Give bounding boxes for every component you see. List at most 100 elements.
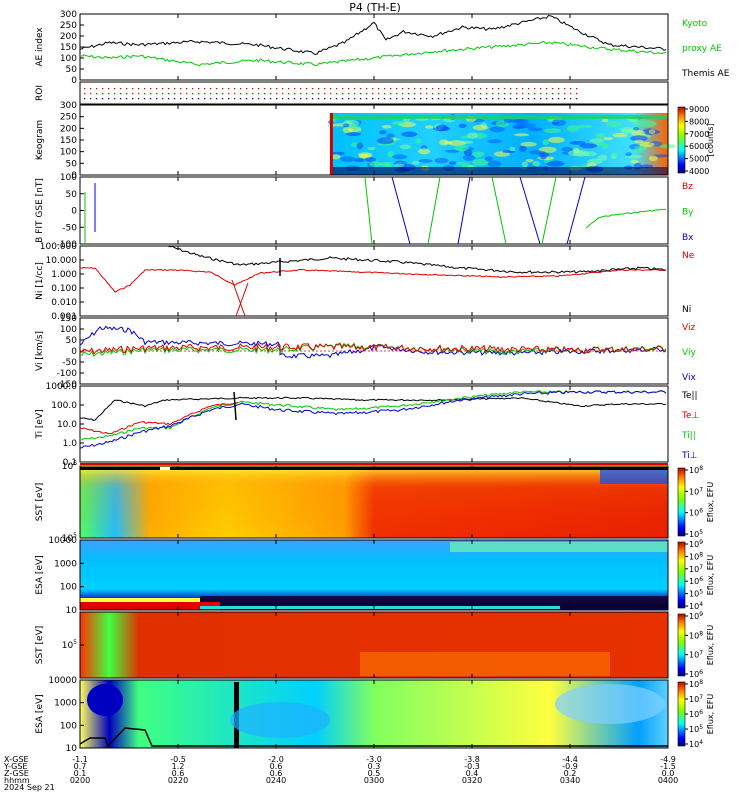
roi-dot — [486, 98, 488, 100]
roi-dot — [546, 88, 548, 90]
roi-dot — [372, 88, 374, 90]
roi-dot — [552, 88, 554, 90]
roi-dot — [126, 93, 128, 95]
footer-row-label: Y-GSE — [3, 762, 27, 771]
footer-value: 0.6 — [270, 762, 283, 771]
roi-dot — [294, 88, 296, 90]
keogram-patch — [532, 160, 540, 167]
panel-bfield: B FIT GSE [nT] -100 -50 0 50 100 Bz By Bx — [35, 173, 694, 250]
y-tick-label: 250 — [60, 21, 77, 31]
roi-dot — [474, 98, 476, 100]
roi-dot — [534, 98, 536, 100]
te-spike — [233, 391, 237, 421]
keogram-patch — [391, 121, 408, 126]
roi-dot — [294, 98, 296, 100]
roi-dot — [240, 98, 242, 100]
colorbar-label: Eflux, EFU — [706, 555, 715, 596]
roi-dot — [240, 93, 242, 95]
b-component-line — [391, 176, 411, 245]
colorbar-label: Eflux, EFU — [706, 625, 715, 666]
y-tick-label: 1.000 — [51, 270, 77, 280]
roi-dot — [468, 88, 470, 90]
keogram-patch — [587, 158, 603, 165]
y-tick-label: 10000 — [48, 536, 77, 546]
roi-dot — [180, 93, 182, 95]
y-tick-label: 150 — [60, 136, 77, 146]
roi-dot — [528, 88, 530, 90]
y-tick-label: 50 — [66, 65, 78, 75]
roi-dot — [168, 98, 170, 100]
roi-dot — [396, 93, 398, 95]
roi-dot — [300, 98, 302, 100]
keogram-patch — [345, 132, 361, 137]
y-tick-label: 10.000 — [46, 256, 78, 266]
colorbar — [677, 541, 686, 609]
roi-dot — [216, 98, 218, 100]
roi-dot — [444, 93, 446, 95]
y-tick-label: 1000.0 — [46, 382, 78, 392]
spectrogram-patch — [360, 652, 610, 676]
keogram-patch — [632, 127, 640, 131]
roi-dot — [474, 88, 476, 90]
keogram-patch — [484, 156, 493, 162]
y-tick-label: 0 — [71, 347, 77, 357]
keogram-patch — [520, 141, 537, 147]
roi-dot — [558, 88, 560, 90]
roi-dot — [504, 88, 506, 90]
y-tick-label: 200 — [60, 124, 77, 134]
roi-dot — [318, 88, 320, 90]
footer-value: -0.3 — [464, 762, 480, 771]
keogram-patch — [467, 132, 479, 139]
roi-dot — [576, 98, 578, 100]
colorbar-tick-label: 105 — [689, 589, 703, 599]
y-axis-label: AE index — [35, 27, 45, 67]
footer-value: 0.1 — [74, 769, 87, 778]
footer-value: -0.9 — [562, 762, 578, 771]
keogram-patch — [381, 124, 392, 129]
roi-dot — [432, 98, 434, 100]
roi-dot — [96, 93, 98, 95]
footer-value: 0.2 — [564, 769, 577, 778]
keogram-patch — [379, 162, 389, 167]
keogram-patch — [463, 149, 473, 156]
footer-value: 0.7 — [74, 762, 87, 771]
keogram-patch — [589, 138, 605, 143]
roi-dot — [324, 93, 326, 95]
roi-dot — [378, 93, 380, 95]
roi-dot — [570, 98, 572, 100]
keogram-patch — [630, 159, 639, 164]
keogram-patch — [569, 141, 586, 145]
colorbar-tick-label: 107 — [689, 694, 703, 704]
roi-dot — [336, 98, 338, 100]
roi-dot — [204, 88, 206, 90]
colorbar-tick-label: 108 — [689, 630, 703, 640]
roi-dot — [444, 98, 446, 100]
data-gap-bar — [160, 467, 170, 470]
y-tick-label: 50 — [66, 190, 78, 200]
roi-dot — [300, 93, 302, 95]
roi-dot — [102, 88, 104, 90]
roi-dot — [84, 93, 86, 95]
roi-dot — [504, 98, 506, 100]
roi-dot — [288, 98, 290, 100]
keogram-patch — [489, 126, 505, 133]
keogram-patch — [435, 124, 449, 132]
keogram-patch — [462, 154, 475, 161]
keogram-patch — [612, 132, 628, 138]
viz-line — [79, 342, 667, 355]
roi-dot — [126, 88, 128, 90]
keogram-patch — [434, 157, 449, 164]
keogram-patch — [538, 152, 550, 158]
roi-dot — [414, 88, 416, 90]
roi-dot — [264, 93, 266, 95]
roi-dot — [420, 88, 422, 90]
roi-dot — [174, 98, 176, 100]
spectrogram-patch — [230, 702, 330, 738]
roi-dot — [552, 93, 554, 95]
colorbar-tick-label: 106 — [689, 576, 703, 586]
roi-dot — [486, 88, 488, 90]
b-component-line — [427, 176, 441, 245]
roi-dot — [120, 93, 122, 95]
panel-frame — [79, 81, 669, 105]
